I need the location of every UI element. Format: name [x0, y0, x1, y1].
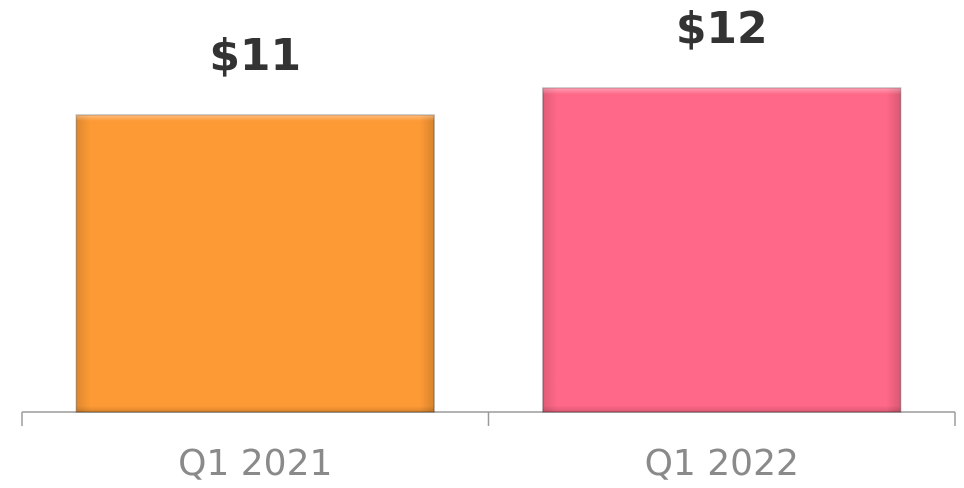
plot: $11 Q1 2021 $12 Q1 2022: [21, 3, 956, 484]
x-tick-label: Q1 2022: [645, 443, 799, 484]
bar: [75, 114, 435, 413]
bar: [542, 87, 902, 413]
data-label: $11: [209, 30, 301, 81]
x-tick-label: Q1 2021: [178, 443, 332, 484]
data-label: $12: [676, 3, 768, 54]
